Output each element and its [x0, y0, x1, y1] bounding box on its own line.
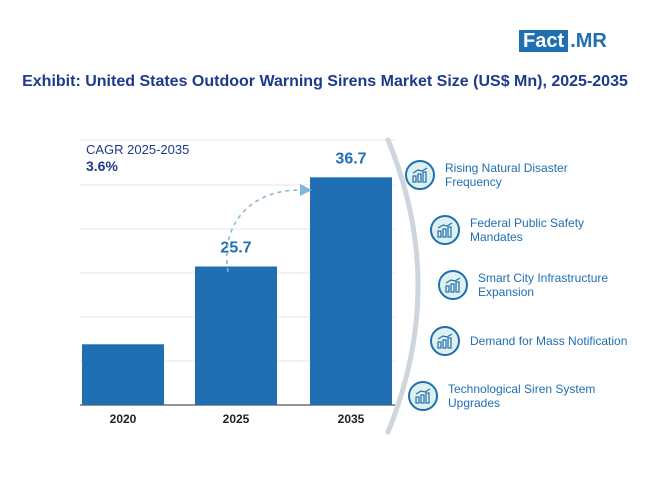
growth-arrowhead — [300, 184, 312, 196]
driver-label: Rising Natural Disaster Frequency — [445, 161, 568, 189]
driver-item: Technological Siren System Upgrades — [408, 381, 618, 411]
x-tick-label: 2020 — [110, 412, 137, 426]
driver-item: Federal Public Safety Mandates — [430, 215, 640, 245]
growth-chart-icon — [408, 381, 438, 411]
x-tick-label: 2025 — [223, 412, 250, 426]
driver-item: Demand for Mass Notification — [430, 326, 640, 356]
growth-chart-icon — [438, 270, 468, 300]
driver-label: Smart City Infrastructure Expansion — [478, 271, 609, 299]
brand-logo: Fact . MR — [519, 30, 607, 52]
driver-item: Smart City Infrastructure Expansion — [438, 270, 648, 300]
driver-item: Rising Natural Disaster Frequency — [405, 160, 615, 190]
growth-chart-icon — [405, 160, 435, 190]
driver-label: Demand for Mass Notification — [470, 334, 628, 348]
growth-chart-icon — [430, 326, 460, 356]
bar-2020 — [82, 344, 164, 405]
brand-logo-fact: Fact — [519, 30, 569, 52]
chart-title: Exhibit: United States Outdoor Warning S… — [22, 73, 628, 90]
brand-logo-dot: . — [570, 29, 576, 52]
bar-2025 — [195, 266, 277, 405]
driver-label: Federal Public Safety Mandates — [470, 216, 585, 244]
cagr-label: CAGR 2025-2035 — [86, 142, 190, 157]
cagr-value: 3.6% — [86, 158, 118, 174]
data-label-2025: 25.7 — [220, 239, 251, 256]
data-label-2035: 36.7 — [335, 150, 366, 167]
bar-2035 — [310, 177, 392, 405]
x-tick-label: 2035 — [338, 412, 365, 426]
growth-chart-icon — [430, 215, 460, 245]
driver-label: Technological Siren System Upgrades — [448, 382, 596, 410]
growth-arrow — [226, 189, 301, 273]
brand-logo-mr: MR — [575, 29, 607, 52]
drivers-arc — [385, 137, 421, 435]
